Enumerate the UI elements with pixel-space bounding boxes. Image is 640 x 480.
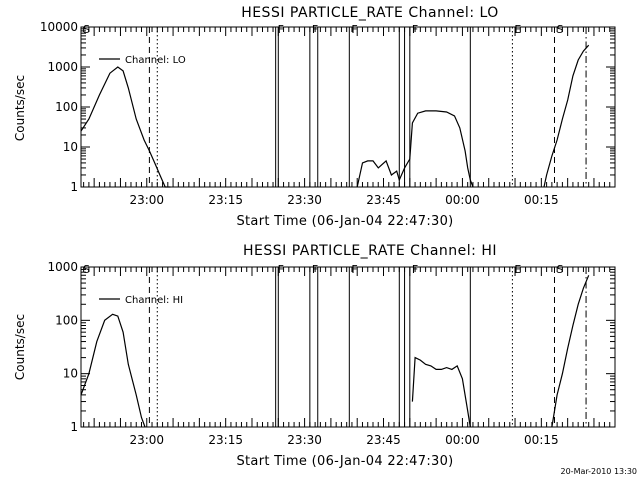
lo-ytick-label: 10	[63, 140, 78, 154]
hi-channel-panel: HESSI PARTICLE_RATE Channel: HI Start Ti…	[13, 243, 616, 469]
hi-xtick-label: 23:15	[208, 433, 243, 447]
hi-event-label: F	[412, 263, 418, 276]
hi-legend-label: Channel: HI	[125, 295, 183, 306]
lo-legend-label: Channel: LO	[125, 55, 186, 66]
hi-xtick-label: 23:30	[287, 433, 322, 447]
hi-event-label: E	[514, 263, 521, 276]
lo-xtick-label: 00:15	[524, 193, 559, 207]
lo-xtick-label: 00:00	[445, 193, 480, 207]
lo-series-line	[356, 110, 474, 188]
hi-ytick-label: 1000	[47, 260, 78, 274]
lo-ytick-label: 1	[70, 180, 78, 194]
lo-event-label: F	[412, 23, 418, 36]
hi-plot-frame	[80, 266, 616, 428]
lo-ytick-label: 1000	[47, 60, 78, 74]
lo-panel-title: HESSI PARTICLE_RATE Channel: LO	[241, 5, 499, 21]
lo-event-label: F	[312, 23, 318, 36]
hi-event-label: F	[351, 263, 357, 276]
plot-timestamp: 20-Mar-2010 13:30	[561, 467, 638, 476]
hi-event-label: S	[556, 263, 563, 276]
hi-event-label: S	[83, 263, 90, 276]
hi-xtick-label: 00:15	[524, 433, 559, 447]
hi-ytick-label: 10	[63, 367, 78, 381]
hi-event-label: F	[278, 263, 284, 276]
lo-xtick-label: 23:30	[287, 193, 322, 207]
lo-xtick-label: 23:45	[366, 193, 401, 207]
hi-panel-xlabel: Start Time (06-Jan-04 22:47:30)	[236, 454, 453, 469]
hi-series-line	[411, 356, 471, 428]
lo-event-label: F	[278, 23, 284, 36]
hi-xtick-label: 23:00	[129, 433, 164, 447]
hi-ytick-label: 100	[55, 313, 78, 327]
lo-ytick-label: 100	[55, 100, 78, 114]
hi-event-label: F	[312, 263, 318, 276]
hi-xtick-label: 00:00	[445, 433, 480, 447]
hi-xtick-label: 23:45	[366, 433, 401, 447]
hi-panel-ylabel: Counts/sec	[13, 314, 27, 380]
lo-channel-panel: HESSI PARTICLE_RATE Channel: LO Start Ti…	[13, 5, 616, 229]
lo-series-line	[543, 44, 590, 188]
lo-panel-ylabel: Counts/sec	[13, 75, 27, 141]
hi-ytick-label: 1	[70, 420, 78, 434]
lo-panel-xlabel: Start Time (06-Jan-04 22:47:30)	[236, 214, 453, 229]
lo-series-line	[80, 66, 171, 188]
lo-event-label: S	[83, 23, 90, 36]
lo-event-label: F	[351, 23, 357, 36]
lo-event-label: S	[556, 23, 563, 36]
hi-series-line	[551, 275, 590, 428]
hi-series-line	[80, 313, 146, 428]
lo-ytick-label: 10000	[40, 20, 78, 34]
lo-xtick-label: 23:00	[129, 193, 164, 207]
lo-event-label: E	[514, 23, 521, 36]
lo-xtick-label: 23:15	[208, 193, 243, 207]
hi-panel-title: HESSI PARTICLE_RATE Channel: HI	[243, 243, 497, 259]
